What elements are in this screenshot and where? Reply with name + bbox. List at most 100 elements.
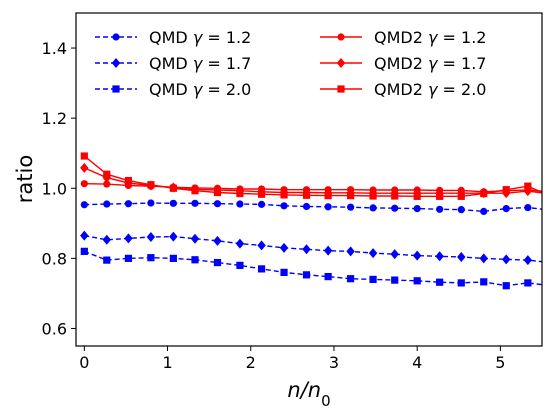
- data-point: [169, 184, 177, 192]
- data-point: [235, 238, 245, 249]
- data-point: [369, 192, 377, 200]
- y-tick-label: 1.2: [42, 109, 67, 128]
- y-tick-label: 1.0: [42, 179, 67, 198]
- y-tick-label: 1.4: [42, 39, 67, 58]
- data-point: [502, 254, 511, 265]
- data-point: [146, 231, 156, 242]
- x-tick-label: 1: [162, 353, 172, 372]
- data-point: [80, 247, 88, 255]
- data-point: [80, 201, 88, 209]
- data-point: [236, 189, 244, 198]
- data-point: [169, 231, 178, 242]
- legend-gamma-value: = 1.2: [437, 28, 486, 47]
- data-point: [191, 256, 199, 264]
- data-point: [546, 189, 554, 199]
- legend-item: QMD2 γ = 2.0: [320, 80, 486, 99]
- series-line: [84, 250, 542, 287]
- legend-label-main: QMD: [149, 80, 193, 99]
- legend-item: QMD γ = 2.0: [95, 80, 251, 99]
- legend-gamma-symbol: γ: [193, 28, 204, 47]
- legend-gamma-symbol: γ: [193, 54, 204, 73]
- legend-gamma-symbol: γ: [428, 28, 439, 47]
- data-point: [368, 248, 378, 259]
- series-2: [80, 230, 542, 266]
- data-point: [524, 182, 532, 190]
- data-point: [391, 276, 399, 284]
- legend-gamma-symbol: γ: [193, 80, 204, 99]
- data-point: [391, 204, 399, 212]
- data-point: [502, 282, 510, 290]
- data-point: [257, 265, 266, 273]
- data-point: [80, 180, 88, 188]
- data-point: [147, 199, 155, 207]
- data-point: [147, 181, 155, 189]
- data-point: [347, 275, 355, 283]
- data-point: [124, 200, 133, 208]
- legend-gamma-value: = 1.7: [202, 54, 251, 73]
- data-point: [413, 204, 421, 213]
- data-point: [103, 200, 111, 208]
- data-point: [80, 152, 88, 160]
- data-point: [213, 200, 222, 208]
- series-line: [84, 234, 542, 263]
- data-point: [369, 204, 377, 212]
- legend-item: QMD γ = 1.2: [95, 28, 251, 47]
- data-point: [547, 188, 554, 195]
- data-point: [369, 275, 377, 283]
- ticks-layer: 0 1 2 3 4 5 0.6 0.8 1.0 1.2 1.4: [42, 39, 506, 372]
- data-point: [213, 235, 222, 246]
- data-point: [302, 271, 311, 279]
- data-point: [457, 279, 465, 287]
- x-axis-label-subscript: 0: [321, 392, 331, 410]
- y-tick-label: 0.8: [42, 249, 67, 268]
- x-tick-label: 5: [495, 353, 505, 372]
- series-6: [80, 152, 542, 200]
- data-point: [479, 253, 488, 264]
- legend-label-main: QMD2: [374, 54, 428, 73]
- data-point: [323, 245, 333, 256]
- data-point: [80, 162, 89, 173]
- data-point: [390, 249, 399, 260]
- data-point: [169, 199, 177, 207]
- data-point: [191, 187, 199, 195]
- data-point: [502, 204, 510, 213]
- data-point: [457, 206, 465, 214]
- data-point: [124, 233, 133, 244]
- legend-gamma-value: = 1.2: [202, 28, 251, 47]
- series-line: [83, 155, 542, 198]
- y-tick-label: 0.6: [42, 319, 67, 338]
- data-point: [547, 282, 554, 289]
- x-tick-label: 2: [246, 353, 256, 372]
- data-point: [236, 261, 244, 269]
- legend: QMD γ = 1.2 QMD γ = 1.7 QMD γ = 2.0 QMD2 γ …: [95, 28, 486, 99]
- legend-label-main: QMD2: [374, 80, 428, 99]
- series-1: [80, 199, 542, 215]
- data-point: [480, 189, 488, 198]
- legend-gamma-symbol: γ: [428, 54, 439, 73]
- data-point: [502, 186, 510, 194]
- data-point: [436, 205, 444, 213]
- legend-item: QMD2 γ = 1.7: [320, 54, 486, 73]
- data-point: [480, 207, 488, 215]
- legend-item: QMD γ = 1.7: [95, 54, 251, 73]
- data-point: [280, 202, 288, 210]
- data-point: [103, 170, 111, 178]
- data-point: [324, 203, 332, 211]
- data-point: [102, 234, 111, 245]
- legend-marker: [337, 33, 345, 41]
- data-point: [257, 190, 266, 198]
- data-point: [257, 240, 266, 251]
- legend-marker: [111, 58, 121, 68]
- legend-label: QMD γ = 1.2: [149, 28, 251, 47]
- data-point: [280, 268, 288, 276]
- data-point: [147, 254, 155, 262]
- data-point: [213, 258, 222, 267]
- data-point: [280, 191, 288, 199]
- data-point: [524, 279, 532, 287]
- legend-marker: [337, 85, 345, 93]
- x-axis-label-main: n/n: [287, 378, 321, 402]
- y-axis-label: ratio: [13, 155, 37, 203]
- x-axis-label: n/n0: [287, 378, 330, 410]
- data-point: [302, 244, 311, 255]
- x-tick-label: 3: [329, 353, 339, 372]
